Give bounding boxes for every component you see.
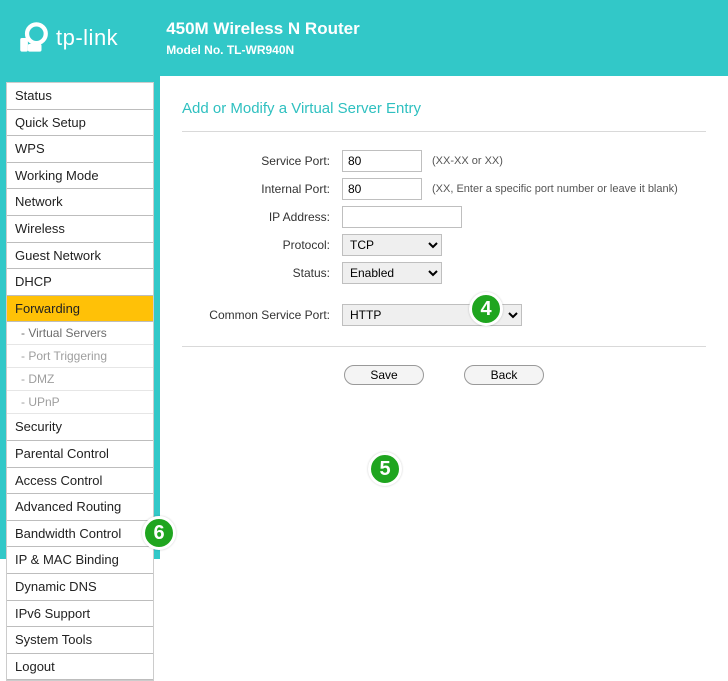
sidebar-item-guest-network[interactable]: Guest Network (7, 243, 153, 270)
label-service-port: Service Port: (182, 154, 342, 168)
sidebar-item-wireless[interactable]: Wireless (7, 216, 153, 243)
brand-logo: tp-link (16, 21, 118, 55)
sidebar-item-system-tools[interactable]: System Tools (7, 627, 153, 654)
sidebar-item-wps[interactable]: WPS (7, 136, 153, 163)
sidebar-subitem-port-triggering[interactable]: - Port Triggering (7, 345, 153, 368)
ip-address-input[interactable] (342, 206, 462, 228)
sidebar-item-status[interactable]: Status (7, 83, 153, 110)
sidebar-item-logout[interactable]: Logout (7, 654, 153, 681)
sidebar-subitem-dmz[interactable]: - DMZ (7, 368, 153, 391)
sidebar-subitem-upnp[interactable]: - UPnP (7, 391, 153, 414)
sidebar-item-access-control[interactable]: Access Control (7, 468, 153, 495)
internal-port-input[interactable] (342, 178, 422, 200)
sidebar: StatusQuick SetupWPSWorking ModeNetworkW… (6, 82, 154, 681)
sidebar-item-ipv6-support[interactable]: IPv6 Support (7, 601, 153, 628)
label-common-service-port: Common Service Port: (182, 308, 342, 322)
brand-name: tp-link (56, 25, 118, 51)
protocol-select[interactable]: TCP (342, 234, 442, 256)
callout-6: 6 (142, 516, 176, 550)
model-block: 450M Wireless N Router Model No. TL-WR94… (166, 19, 360, 57)
label-protocol: Protocol: (182, 238, 342, 252)
tp-link-logo-icon (16, 21, 50, 55)
divider (182, 346, 706, 347)
model-number: Model No. TL-WR940N (166, 43, 360, 57)
divider (182, 131, 706, 132)
sidebar-item-dhcp[interactable]: DHCP (7, 269, 153, 296)
label-internal-port: Internal Port: (182, 182, 342, 196)
header: tp-link 450M Wireless N Router Model No.… (0, 0, 728, 76)
content-area: Add or Modify a Virtual Server Entry Ser… (160, 76, 728, 559)
save-button[interactable]: Save (344, 365, 424, 385)
sidebar-item-quick-setup[interactable]: Quick Setup (7, 110, 153, 137)
label-ip-address: IP Address: (182, 210, 342, 224)
sidebar-item-parental-control[interactable]: Parental Control (7, 441, 153, 468)
sidebar-item-forwarding[interactable]: Forwarding (7, 296, 153, 323)
sidebar-container: StatusQuick SetupWPSWorking ModeNetworkW… (0, 76, 160, 559)
callout-4: 4 (469, 292, 503, 326)
product-title: 450M Wireless N Router (166, 19, 360, 39)
callout-5: 5 (368, 452, 402, 486)
sidebar-item-ip-mac-binding[interactable]: IP & MAC Binding (7, 547, 153, 574)
sidebar-item-advanced-routing[interactable]: Advanced Routing (7, 494, 153, 521)
sidebar-item-bandwidth-control[interactable]: Bandwidth Control (7, 521, 153, 548)
hint-internal-port: (XX, Enter a specific port number or lea… (432, 183, 678, 195)
page-title: Add or Modify a Virtual Server Entry (182, 100, 706, 117)
sidebar-item-network[interactable]: Network (7, 189, 153, 216)
sidebar-item-dynamic-dns[interactable]: Dynamic DNS (7, 574, 153, 601)
sidebar-item-working-mode[interactable]: Working Mode (7, 163, 153, 190)
label-status: Status: (182, 266, 342, 280)
hint-service-port: (XX-XX or XX) (432, 155, 503, 167)
service-port-input[interactable] (342, 150, 422, 172)
sidebar-subitem-virtual-servers[interactable]: - Virtual Servers (7, 322, 153, 345)
back-button[interactable]: Back (464, 365, 544, 385)
sidebar-item-security[interactable]: Security (7, 414, 153, 441)
status-select[interactable]: Enabled (342, 262, 442, 284)
